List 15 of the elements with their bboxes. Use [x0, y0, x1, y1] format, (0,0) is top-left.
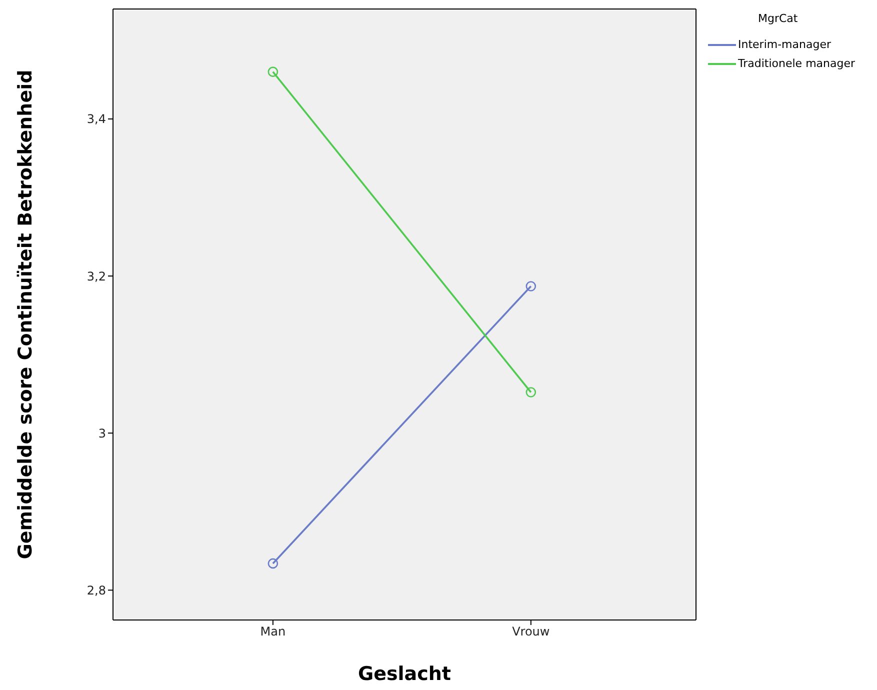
- y-tick-label: 3,4: [86, 112, 106, 126]
- y-tick-label: 3,2: [86, 269, 106, 284]
- y-tick-label: 2,8: [86, 583, 106, 598]
- legend-title: MgrCat: [758, 12, 799, 25]
- y-tick-label: 3: [98, 426, 106, 440]
- legend-label: Traditionele manager: [738, 57, 856, 70]
- x-tick-label: Vrouw: [512, 624, 550, 639]
- x-tick-label: Man: [260, 624, 286, 639]
- y-axis-title: Gemiddelde score Continuïteit Betrokkenheid: [14, 70, 37, 560]
- point: [268, 66, 278, 77]
- point: [526, 387, 536, 398]
- x-axis-title: Geslacht: [358, 663, 451, 685]
- point: [268, 558, 278, 569]
- legend-label: Interim-manager: [738, 38, 832, 51]
- point: [526, 281, 536, 292]
